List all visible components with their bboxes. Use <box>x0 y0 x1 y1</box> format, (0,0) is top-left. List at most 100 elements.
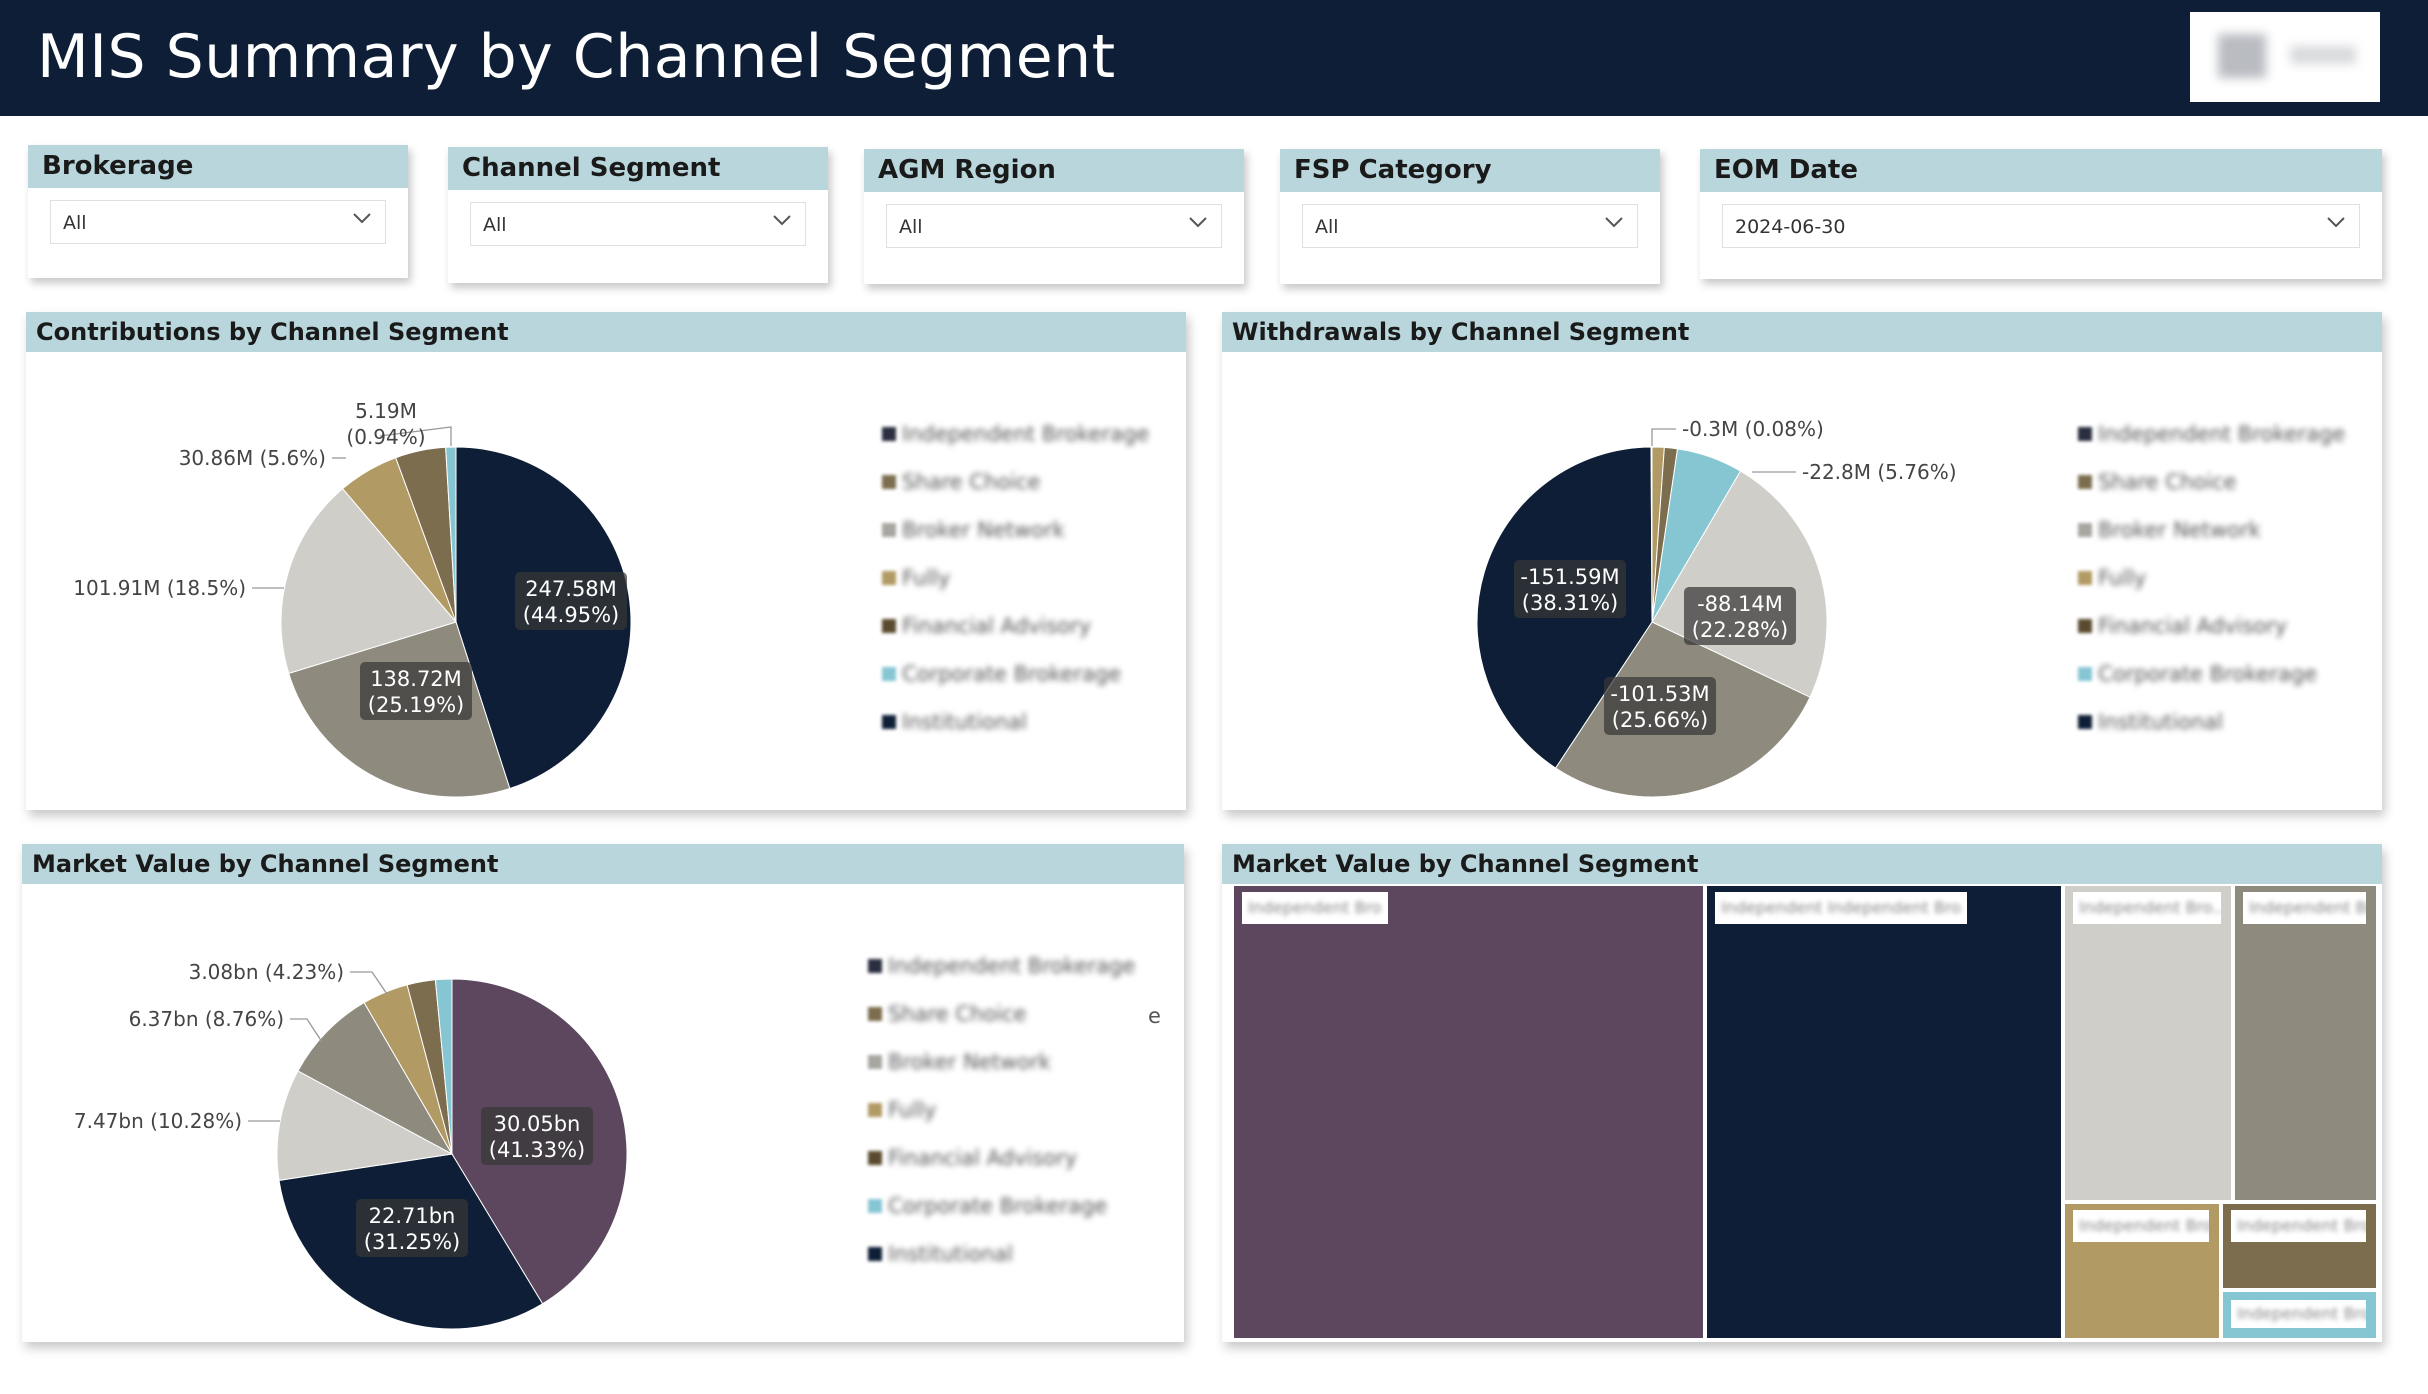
legend-label: Broker Network <box>888 1050 1051 1074</box>
legend-label: Independent Brokerage <box>2098 422 2346 446</box>
market-value-pie-panel: Market Value by Channel Segment 30.05bn(… <box>22 844 1184 1342</box>
legend-swatch <box>2078 571 2092 585</box>
legend-swatch <box>882 571 896 585</box>
legend-swatch <box>868 1247 882 1261</box>
pie-slice[interactable] <box>434 978 453 1155</box>
slicer-fsp-category-label: FSP Category <box>1280 149 1660 192</box>
legend-label: Institutional <box>888 1242 1013 1266</box>
slice-data-label: 101.91M (18.5%) <box>73 576 246 600</box>
treemap-cell[interactable]: Independent Bro <box>1232 884 1705 1340</box>
legend-label: Corporate Brokerage <box>2098 662 2318 686</box>
legend-label: Financial Advisory <box>902 614 1092 638</box>
legend-swatch <box>882 475 896 489</box>
treemap-cell[interactable]: Independent Bro... <box>2233 884 2378 1202</box>
eom-date-dropdown-value: 2024-06-30 <box>1735 216 1846 238</box>
market-value-treemap-panel: Market Value by Channel Segment Independ… <box>1222 844 2382 1342</box>
svg-text:247.58M: 247.58M <box>525 577 617 601</box>
report-header: MIS Summary by Channel Segment <box>0 0 2428 116</box>
treemap-cell-label: Independent Bro <box>1242 892 1388 924</box>
treemap-cell[interactable]: Independent Bro... <box>2221 1202 2378 1290</box>
chevron-down-icon <box>1605 217 1623 228</box>
eom-date-dropdown[interactable]: 2024-06-30 <box>1722 204 2360 248</box>
legend-swatch <box>868 1151 882 1165</box>
legend-label: Fully <box>2098 566 2147 590</box>
svg-text:138.72M: 138.72M <box>370 667 462 691</box>
legend-swatch <box>2078 715 2092 729</box>
page-title: MIS Summary by Channel Segment <box>37 22 1116 92</box>
treemap-cell-label: Independent Bro... <box>2231 1210 2366 1242</box>
fsp-category-dropdown[interactable]: All <box>1302 204 1638 248</box>
pie-slice[interactable] <box>445 446 457 623</box>
logo-mark <box>2218 34 2266 78</box>
pie-slice[interactable] <box>297 1001 454 1156</box>
legend-label: Broker Network <box>902 518 1065 542</box>
legend-swatch <box>2078 619 2092 633</box>
market-value-pie-chart: 30.05bn(41.33%)22.71bn(31.25%) 7.47bn (10… <box>74 960 628 1330</box>
chevron-down-icon <box>1189 217 1207 228</box>
slice-data-label: 138.72M(25.19%) <box>360 662 472 720</box>
legend-swatch <box>882 619 896 633</box>
leader-line <box>350 971 388 995</box>
legend-swatch <box>2078 523 2092 537</box>
chevron-down-icon <box>773 215 791 226</box>
withdrawals-chart-title: Withdrawals by Channel Segment <box>1222 312 2382 352</box>
legend-label: Broker Network <box>2098 518 2261 542</box>
slice-data-label: 247.58M(44.95%) <box>515 572 627 630</box>
stray-text: e <box>1148 1004 1161 1028</box>
slice-data-label: -151.59M(38.31%) <box>1514 560 1626 618</box>
legend-label: Fully <box>902 566 951 590</box>
treemap-cell[interactable]: Independent Bro... <box>2063 884 2233 1202</box>
pie-slice[interactable] <box>276 1070 454 1181</box>
svg-text:30.05bn: 30.05bn <box>494 1112 581 1136</box>
slice-data-label: -22.8M (5.76%) <box>1802 460 1957 484</box>
treemap-cell[interactable]: Independent Independent Bro <box>1705 884 2063 1340</box>
pie-slice[interactable] <box>280 487 457 675</box>
svg-text:(25.66%): (25.66%) <box>1612 708 1708 732</box>
legend-swatch <box>2078 667 2092 681</box>
legend-swatch <box>2078 427 2092 441</box>
svg-text:(25.19%): (25.19%) <box>368 693 464 717</box>
slice-data-label: 7.47bn (10.28%) <box>74 1109 242 1133</box>
leader-line <box>290 1018 323 1043</box>
agm-region-dropdown[interactable]: All <box>886 204 1222 248</box>
svg-text:(31.25%): (31.25%) <box>364 1230 460 1254</box>
pie-slice[interactable] <box>1650 446 1653 623</box>
slice-data-label: 6.37bn (8.76%) <box>129 1007 284 1031</box>
slicer-channel-segment: Channel Segment All <box>448 147 828 283</box>
slice-data-label: -88.14M(22.28%) <box>1684 587 1796 645</box>
slice-data-label: 22.71bn(31.25%) <box>356 1199 468 1257</box>
market-value-treemap-chart-title: Market Value by Channel Segment <box>1222 844 2382 884</box>
legend-swatch <box>882 667 896 681</box>
svg-text:(38.31%): (38.31%) <box>1522 591 1618 615</box>
slicer-fsp-category: FSP Category All <box>1280 149 1660 284</box>
svg-text:(44.95%): (44.95%) <box>523 603 619 627</box>
slice-data-label: -0.3M (0.08%) <box>1682 417 1824 441</box>
legend-swatch <box>868 1007 882 1021</box>
leader-line <box>379 426 452 446</box>
chevron-down-icon <box>2327 217 2345 228</box>
legend-label: Fully <box>888 1098 937 1122</box>
treemap-cell[interactable]: Independent Bro <box>2063 1202 2221 1340</box>
market-value-treemap: Independent Bro Independent Independent B… <box>1232 884 2378 1340</box>
legend-label: Independent Brokerage <box>902 422 1150 446</box>
legend-label: Corporate Brokerage <box>888 1194 1108 1218</box>
treemap-cell-label: Independent Bro <box>2073 1210 2209 1242</box>
slice-data-label: 30.05bn(41.33%) <box>481 1107 593 1165</box>
channel-segment-dropdown[interactable]: All <box>470 202 806 246</box>
brokerage-dropdown[interactable]: All <box>50 200 386 244</box>
treemap-cell[interactable]: Independent Bro... <box>2221 1290 2378 1340</box>
contributions-panel: Contributions by Channel Segment 247.58M… <box>26 312 1186 810</box>
market-value-pie-chart-title: Market Value by Channel Segment <box>22 844 1184 884</box>
withdrawals-panel: Withdrawals by Channel Segment -88.14M (2… <box>1222 312 2382 810</box>
slicer-agm-region-label: AGM Region <box>864 149 1244 192</box>
slicer-agm-region: AGM Region All <box>864 149 1244 284</box>
logo-text <box>2290 46 2356 64</box>
slice-data-label: 3.08bn (4.23%) <box>189 960 344 984</box>
legend-label: Share Choice <box>888 1002 1027 1026</box>
legend-label: Share Choice <box>2098 470 2237 494</box>
legend-swatch <box>882 523 896 537</box>
svg-text:-88.14M: -88.14M <box>1697 592 1783 616</box>
slicer-eom-date: EOM Date 2024-06-30 <box>1700 149 2382 279</box>
legend-label: Financial Advisory <box>2098 614 2288 638</box>
slice-data-label: -101.53M(25.66%) <box>1604 677 1716 735</box>
